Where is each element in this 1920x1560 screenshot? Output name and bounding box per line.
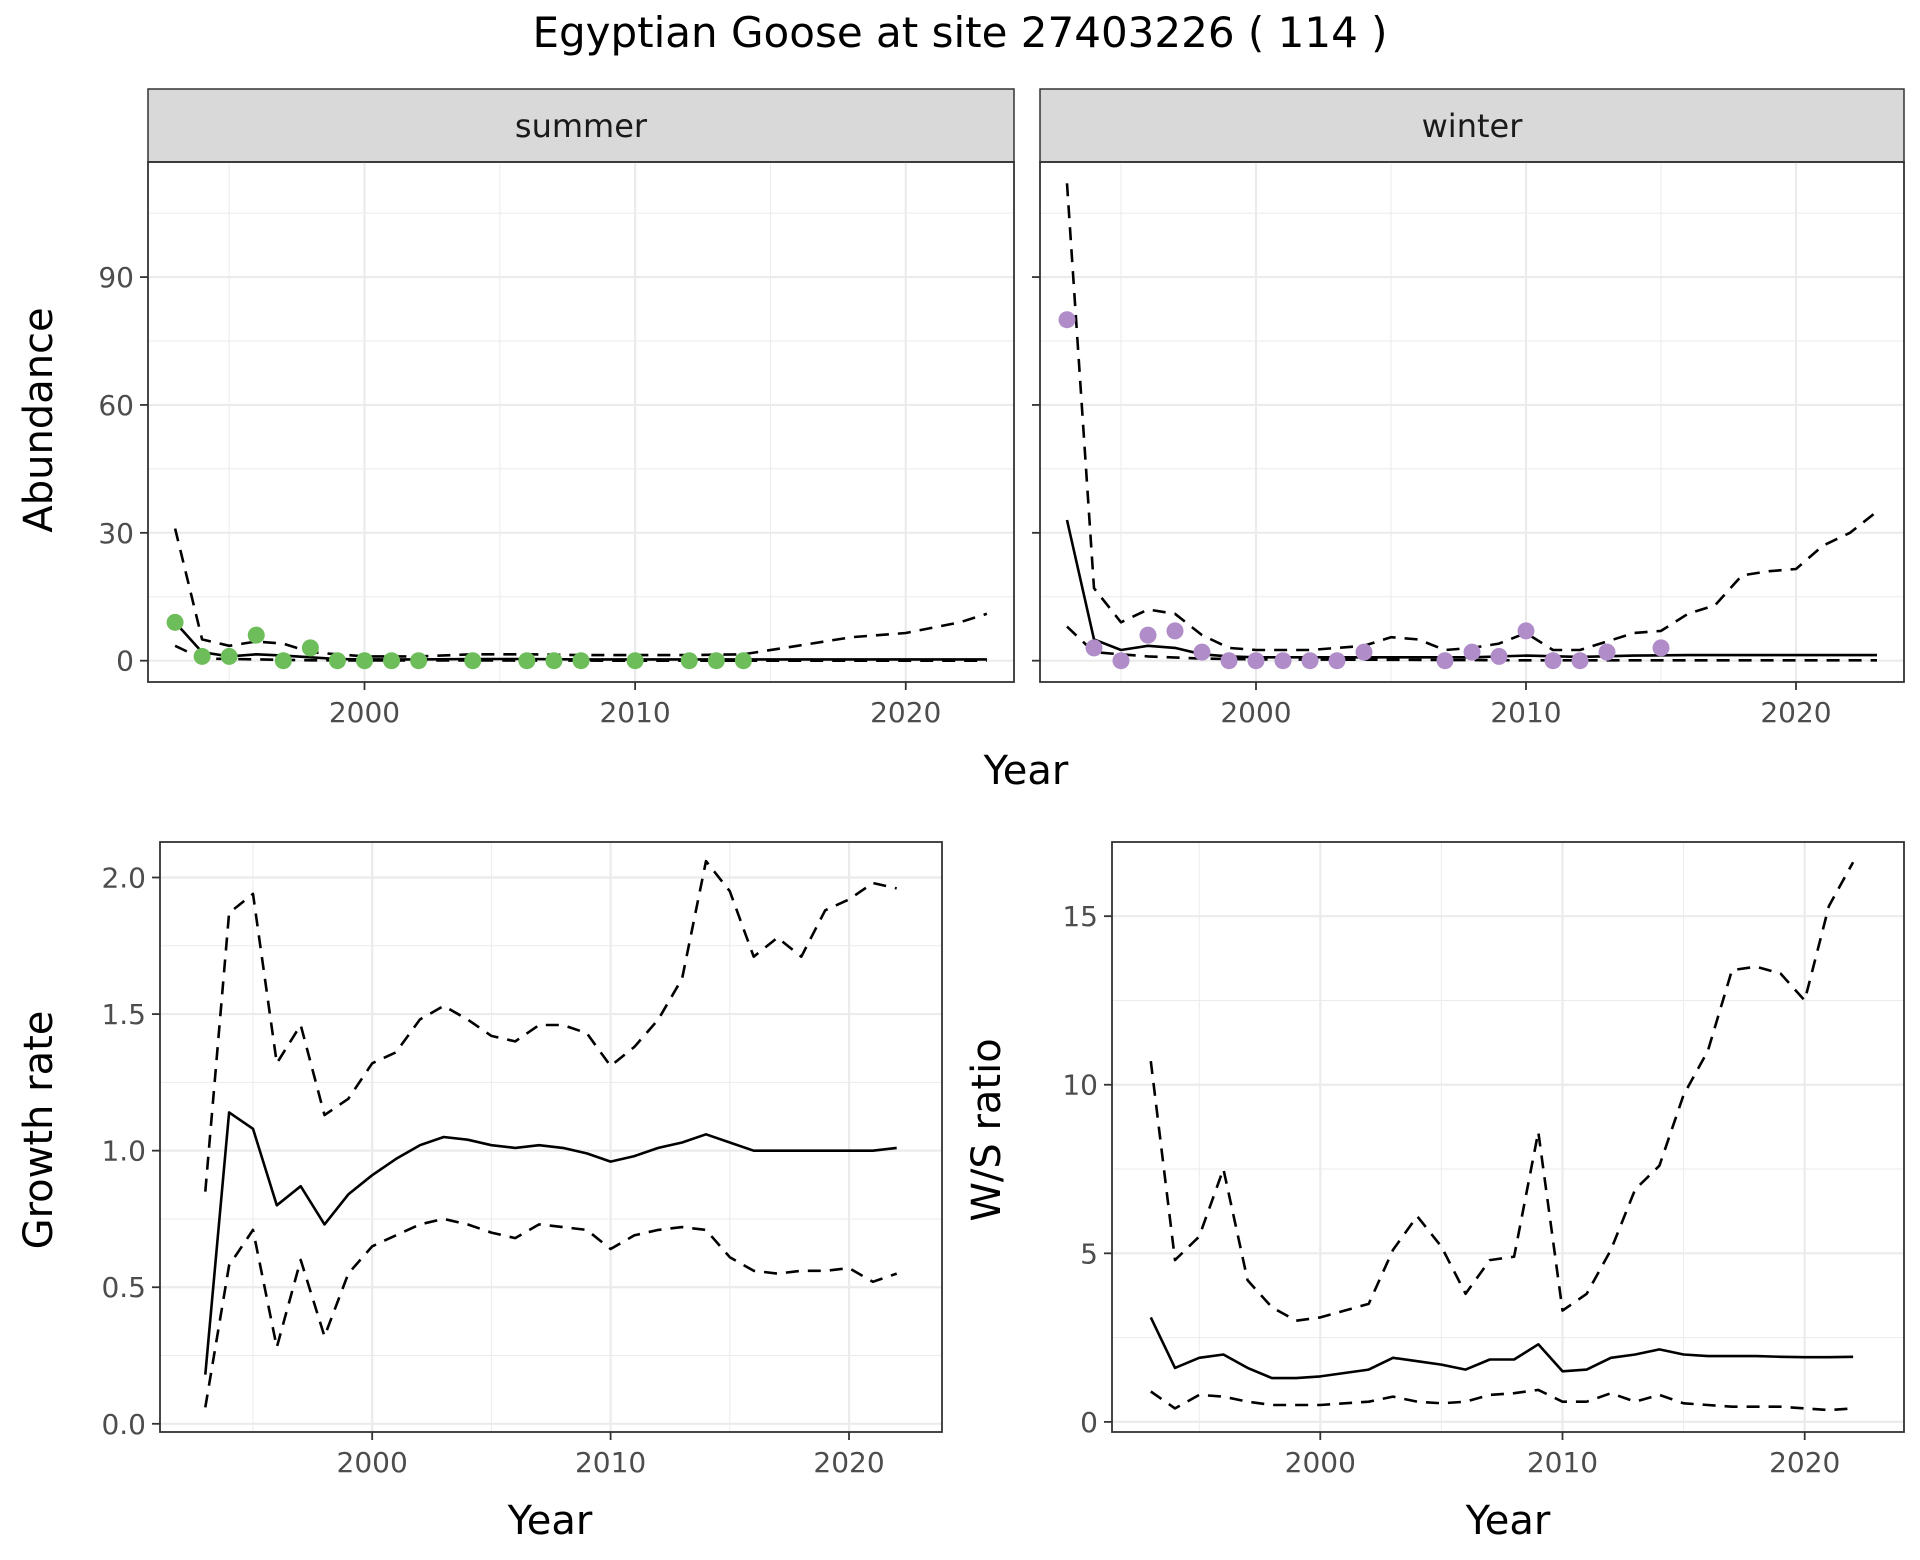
- data-point: [626, 652, 644, 670]
- facet-label-summer: summer: [515, 107, 648, 145]
- data-point: [1436, 652, 1454, 670]
- data-point: [464, 652, 482, 670]
- facet-label-winter: winter: [1422, 107, 1524, 145]
- y-tick-label: 10: [1062, 1069, 1098, 1102]
- figure-title: Egyptian Goose at site 27403226 ( 114 ): [532, 8, 1387, 57]
- data-point: [1247, 652, 1265, 670]
- y-tick-label: 1.5: [101, 998, 146, 1031]
- data-point: [1193, 643, 1211, 661]
- data-point: [1085, 639, 1103, 657]
- data-point: [1463, 643, 1481, 661]
- x-tick-label: 2010: [575, 1446, 646, 1479]
- data-point: [301, 639, 319, 657]
- data-point: [274, 652, 292, 670]
- data-point: [1571, 652, 1589, 670]
- data-point: [680, 652, 698, 670]
- y-tick-label: 0: [1080, 1406, 1098, 1439]
- data-point: [1517, 622, 1535, 640]
- data-point: [707, 652, 725, 670]
- confidence-bound-line: [1150, 1388, 1854, 1412]
- y-tick-label: 30: [98, 517, 134, 550]
- x-tick-label: 2000: [337, 1446, 408, 1479]
- y-tick-label: 0.5: [101, 1271, 146, 1304]
- data-point: [166, 613, 184, 631]
- growth-rate-panel: 2000 2010 2020 0.0 0.5 1.0 1.5 2.0: [101, 841, 943, 1479]
- confidence-bound-line: [204, 859, 897, 1192]
- data-point: [193, 647, 211, 665]
- x-tick-label: 2020: [870, 696, 941, 729]
- y-tick-label: 0: [116, 645, 134, 678]
- data-point: [518, 652, 536, 670]
- panel-border: [1039, 161, 1905, 683]
- growth-y-axis-label: Growth rate: [16, 1011, 62, 1250]
- data-point: [572, 652, 590, 670]
- x-tick-label: 2000: [1220, 696, 1291, 729]
- data-point: [1328, 652, 1346, 670]
- facet-strip-summer: summer: [147, 88, 1015, 163]
- data-point: [1598, 643, 1616, 661]
- data-point: [1166, 622, 1184, 640]
- abundance-y-axis-label: Abundance: [16, 307, 62, 532]
- facet-strip-winter: winter: [1039, 88, 1905, 163]
- data-point: [1220, 652, 1238, 670]
- panel-border: [159, 841, 943, 1433]
- data-point: [410, 652, 428, 670]
- data-point: [356, 652, 373, 670]
- data-point: [383, 652, 401, 670]
- data-point: [1490, 647, 1508, 665]
- data-point: [1058, 311, 1076, 329]
- x-tick-label: 2020: [813, 1446, 884, 1479]
- panel-border: [1111, 841, 1905, 1433]
- data-point: [1652, 639, 1670, 657]
- ws-y-axis-label: W/S ratio: [964, 1038, 1010, 1221]
- confidence-bound-line: [1065, 183, 1878, 652]
- data-point: [734, 652, 752, 670]
- data-point: [1355, 643, 1373, 661]
- x-tick-label: 2010: [1490, 696, 1561, 729]
- panel-border: [147, 161, 1015, 683]
- y-tick-label: 2.0: [101, 862, 146, 895]
- data-point: [1544, 652, 1562, 670]
- x-tick-label: 2000: [1285, 1446, 1356, 1479]
- confidence-bound-line: [204, 1217, 898, 1408]
- abundance-summer-panel: 2000 2010 2020 0 30 60 90: [98, 161, 1015, 729]
- x-tick-label: 2010: [599, 696, 670, 729]
- abundance-x-axis-label: Year: [983, 748, 1069, 794]
- x-tick-label: 2020: [1760, 696, 1831, 729]
- y-tick-label: 5: [1080, 1237, 1098, 1270]
- confidence-bound-line: [1066, 625, 1877, 662]
- y-tick-label: 1.0: [101, 1135, 146, 1168]
- data-point: [220, 647, 238, 665]
- ws-x-axis-label: Year: [1465, 1498, 1551, 1544]
- data-point: [1139, 626, 1157, 644]
- abundance-winter-panel: 2000 2010 2020: [1032, 161, 1905, 729]
- data-point: [247, 626, 265, 644]
- confidence-bound-line: [1149, 861, 1855, 1322]
- estimate-line: [204, 1111, 897, 1375]
- data-point: [545, 652, 563, 670]
- y-tick-label: 60: [98, 389, 134, 422]
- confidence-bound-line: [173, 528, 988, 658]
- x-tick-label: 2020: [1769, 1446, 1840, 1479]
- y-tick-label: 90: [98, 261, 134, 294]
- y-tick-label: 15: [1062, 900, 1098, 933]
- data-point: [1274, 652, 1292, 670]
- growth-x-axis-label: Year: [507, 1498, 593, 1544]
- estimate-line: [1065, 519, 1877, 659]
- data-point: [1112, 652, 1130, 670]
- x-tick-label: 2010: [1527, 1446, 1598, 1479]
- x-tick-label: 2000: [329, 696, 400, 729]
- ws-ratio-panel: 2000 2010 2020 0 5 10 15: [1062, 841, 1905, 1479]
- data-point: [328, 652, 346, 670]
- data-point: [1301, 652, 1319, 670]
- y-tick-label: 0.0: [101, 1408, 146, 1441]
- estimate-line: [1149, 1316, 1854, 1380]
